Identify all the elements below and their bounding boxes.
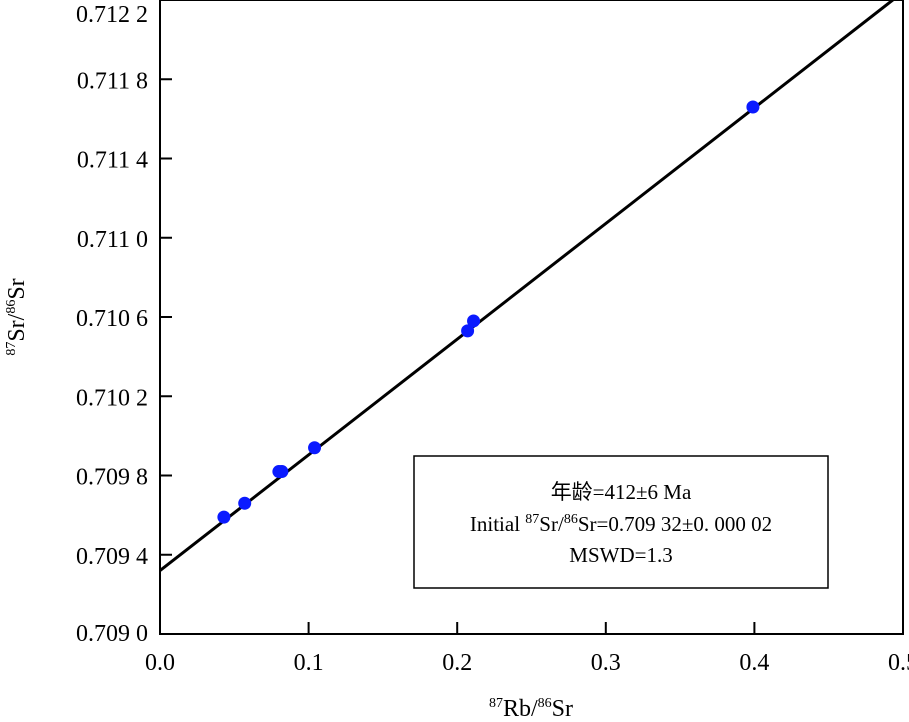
x-tick-label: 0.1 — [294, 650, 324, 676]
data-point — [238, 496, 252, 510]
y-tick-label: 0.711 8 — [77, 68, 148, 94]
annotation-mswd: MSWD=1.3 — [569, 543, 672, 567]
annotation-age: 年龄=412±6 Ma — [551, 480, 692, 504]
annotation-initial: Initial 87Sr/86Sr=0.709 32±0. 000 02 — [470, 512, 772, 536]
x-tick-label: 0.5 — [888, 650, 909, 676]
y-tick-label: 0.711 0 — [77, 227, 148, 253]
data-point — [217, 510, 231, 524]
x-tick-label: 0.4 — [739, 650, 769, 676]
y-tick-label: 0.710 6 — [76, 306, 148, 332]
y-tick-label: 0.711 4 — [77, 148, 148, 174]
data-point — [746, 100, 760, 114]
x-tick-label: 0.0 — [145, 650, 175, 676]
data-point — [308, 441, 322, 455]
y-tick-label: 0.709 8 — [76, 465, 148, 491]
y-axis: 0.709 0 0.709 4 0.709 8 0.710 2 0.710 6 0.711… — [76, 2, 172, 647]
x-tick-label: 0.3 — [591, 650, 621, 676]
annotation-box — [413, 455, 829, 589]
y-tick-label: 0.709 4 — [76, 544, 148, 570]
y-axis-title: 87Sr/86Sr — [4, 278, 30, 355]
x-axis-title: 87Rb/86Sr — [489, 696, 573, 722]
x-tick-label: 0.2 — [442, 650, 472, 676]
data-points — [217, 100, 760, 524]
data-point — [467, 314, 481, 328]
y-tick-label: 0.710 2 — [76, 385, 148, 411]
x-axis: 0.0 0.1 0.2 0.3 0.4 0.5 — [145, 622, 909, 676]
data-point — [461, 324, 475, 338]
y-tick-label: 0.712 2 — [76, 2, 148, 28]
y-tick-label: 0.709 0 — [76, 621, 148, 647]
data-point — [275, 465, 289, 479]
